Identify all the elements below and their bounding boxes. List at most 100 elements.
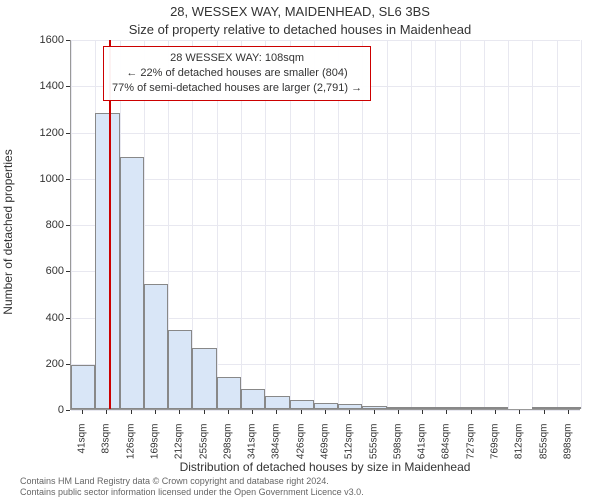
ytick-label: 600	[24, 265, 64, 277]
histogram-bar	[532, 407, 556, 409]
xtick-label: 41sqm	[77, 424, 88, 474]
gridline-h	[71, 225, 580, 226]
histogram-bar	[217, 377, 241, 409]
gridline-v	[460, 40, 461, 409]
histogram-bar	[411, 407, 435, 409]
histogram-bar	[290, 400, 314, 409]
histogram-bar	[71, 365, 95, 409]
histogram-bar	[144, 284, 168, 409]
gridline-v	[581, 40, 582, 409]
histogram-bar	[435, 407, 459, 409]
xtick-label: 898sqm	[562, 424, 573, 474]
chart-container: 28, WESSEX WAY, MAIDENHEAD, SL6 3BS Size…	[0, 0, 600, 500]
annotation-line: ← 22% of detached houses are smaller (80…	[112, 66, 362, 81]
xtick-mark	[422, 410, 423, 414]
xtick-mark	[471, 410, 472, 414]
histogram-bar	[192, 348, 216, 409]
xtick-mark	[544, 410, 545, 414]
ytick-mark	[66, 133, 70, 134]
histogram-bar	[460, 407, 484, 409]
xtick-label: 555sqm	[368, 424, 379, 474]
xtick-label: 426sqm	[295, 424, 306, 474]
ytick-mark	[66, 410, 70, 411]
xtick-mark	[398, 410, 399, 414]
xtick-label: 126sqm	[125, 424, 136, 474]
footer-line2: Contains public sector information licen…	[20, 487, 364, 498]
gridline-v	[411, 40, 412, 409]
plot-area: 28 WESSEX WAY: 108sqm← 22% of detached h…	[70, 40, 580, 410]
chart-title: 28, WESSEX WAY, MAIDENHEAD, SL6 3BS	[0, 4, 600, 19]
xtick-label: 855sqm	[538, 424, 549, 474]
xtick-mark	[495, 410, 496, 414]
xtick-mark	[106, 410, 107, 414]
gridline-v	[435, 40, 436, 409]
xtick-label: 512sqm	[344, 424, 355, 474]
xtick-mark	[155, 410, 156, 414]
gridline-v	[71, 40, 72, 409]
xtick-mark	[228, 410, 229, 414]
xtick-mark	[325, 410, 326, 414]
histogram-bar	[557, 407, 581, 409]
gridline-h	[71, 271, 580, 272]
ytick-label: 1600	[24, 34, 64, 46]
histogram-bar	[168, 330, 192, 409]
ytick-label: 1000	[24, 173, 64, 185]
chart-subtitle: Size of property relative to detached ho…	[0, 22, 600, 37]
gridline-h	[71, 179, 580, 180]
xtick-mark	[374, 410, 375, 414]
xtick-mark	[252, 410, 253, 414]
xtick-label: 727sqm	[465, 424, 476, 474]
xtick-label: 83sqm	[101, 424, 112, 474]
xtick-label: 641sqm	[417, 424, 428, 474]
ytick-mark	[66, 179, 70, 180]
gridline-v	[532, 40, 533, 409]
gridline-h	[71, 40, 580, 41]
histogram-bar	[362, 406, 386, 409]
histogram-bar	[95, 113, 119, 409]
xtick-label: 212sqm	[174, 424, 185, 474]
footer-line1: Contains HM Land Registry data © Crown c…	[20, 476, 364, 487]
xtick-mark	[276, 410, 277, 414]
ytick-label: 1400	[24, 80, 64, 92]
histogram-bar	[314, 403, 338, 409]
xtick-label: 469sqm	[320, 424, 331, 474]
annotation-line: 77% of semi-detached houses are larger (…	[112, 81, 362, 96]
xtick-label: 769sqm	[490, 424, 501, 474]
annotation-box: 28 WESSEX WAY: 108sqm← 22% of detached h…	[103, 46, 371, 101]
xtick-mark	[446, 410, 447, 414]
xtick-label: 598sqm	[392, 424, 403, 474]
xtick-label: 684sqm	[441, 424, 452, 474]
xtick-mark	[179, 410, 180, 414]
histogram-bar	[484, 407, 508, 409]
xtick-mark	[349, 410, 350, 414]
histogram-bar	[120, 157, 144, 409]
xtick-mark	[519, 410, 520, 414]
gridline-h	[71, 133, 580, 134]
gridline-v	[387, 40, 388, 409]
histogram-bar	[265, 396, 289, 409]
ytick-label: 0	[24, 404, 64, 416]
xtick-label: 812sqm	[514, 424, 525, 474]
xtick-label: 169sqm	[150, 424, 161, 474]
ytick-mark	[66, 364, 70, 365]
ytick-mark	[66, 225, 70, 226]
xtick-mark	[204, 410, 205, 414]
ytick-mark	[66, 86, 70, 87]
ytick-label: 200	[24, 358, 64, 370]
ytick-label: 800	[24, 219, 64, 231]
ytick-label: 1200	[24, 127, 64, 139]
histogram-bar	[338, 404, 362, 409]
xtick-label: 298sqm	[222, 424, 233, 474]
gridline-v	[508, 40, 509, 409]
gridline-v	[557, 40, 558, 409]
footer-attribution: Contains HM Land Registry data © Crown c…	[20, 476, 364, 498]
xtick-label: 384sqm	[271, 424, 282, 474]
ytick-label: 400	[24, 312, 64, 324]
gridline-v	[484, 40, 485, 409]
ytick-mark	[66, 40, 70, 41]
y-axis-label: Number of detached properties	[1, 149, 15, 314]
xtick-mark	[82, 410, 83, 414]
histogram-bar	[241, 389, 265, 409]
xtick-mark	[568, 410, 569, 414]
histogram-bar	[387, 407, 411, 409]
